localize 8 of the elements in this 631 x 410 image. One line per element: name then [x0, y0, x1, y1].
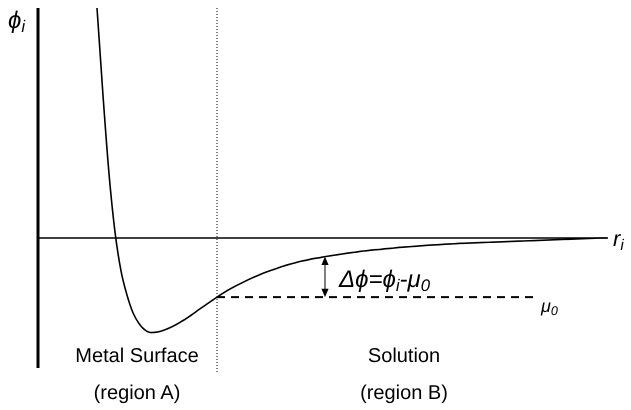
- x-axis-title: r$_{i}$: [613, 226, 624, 254]
- text: Solution: [368, 345, 440, 367]
- text: (region A): [94, 382, 180, 404]
- series-label: μ$_{0}$: [540, 296, 558, 318]
- text: (region B): [360, 382, 448, 404]
- text: Metal Surface: [75, 345, 199, 367]
- y-axis-title: ϕ$_{i}$: [8, 7, 26, 36]
- annotation: Δϕ=ϕ$_{i}$-μ$_{0}$: [338, 266, 431, 296]
